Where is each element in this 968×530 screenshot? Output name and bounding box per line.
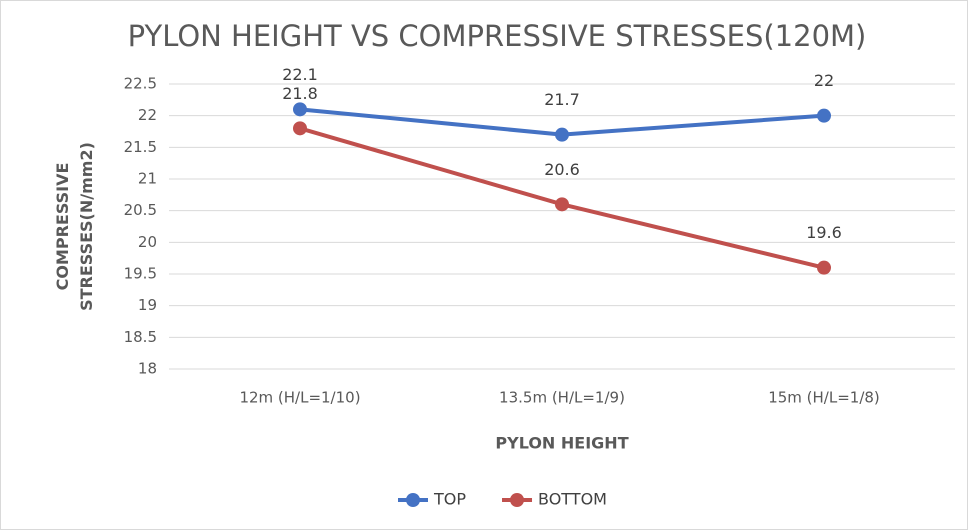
y-axis-title: COMPRESSIVE STRESSES(N/mm2): [53, 142, 96, 311]
data-point: [293, 121, 307, 136]
data-point: [817, 260, 831, 275]
y-tick-label: 18: [138, 360, 157, 378]
data-point: [555, 127, 569, 142]
y-tick-label: 22.5: [124, 75, 157, 93]
data-label: 21.7: [544, 90, 580, 109]
x-tick-label: 12m (H/L=1/10): [239, 389, 360, 407]
data-label: 22.1: [282, 65, 318, 84]
chart-title: PYLON HEIGHT VS COMPRESSIVE STRESSES(120…: [128, 19, 867, 53]
y-tick-label: 19: [138, 296, 157, 314]
y-tick-label: 21: [138, 170, 157, 188]
legend-label: BOTTOM: [538, 490, 607, 509]
data-point: [555, 197, 569, 212]
legend-marker: [510, 493, 525, 507]
y-tick-label: 18.5: [124, 328, 157, 346]
data-label: 19.6: [806, 223, 842, 242]
y-tick-label: 19.5: [124, 265, 157, 283]
y-tick-label: 20: [138, 233, 157, 251]
x-axis-title: PYLON HEIGHT: [495, 434, 628, 453]
data-label: 21.8: [282, 84, 318, 103]
y-tick-label: 20.5: [124, 201, 157, 219]
data-point: [817, 108, 831, 123]
y-tick-label: 21.5: [124, 138, 157, 156]
y-tick-label: 22: [138, 106, 157, 124]
legend-marker: [406, 493, 420, 507]
data-label: 20.6: [544, 160, 580, 179]
data-point: [293, 102, 307, 117]
legend-label: TOP: [433, 490, 466, 509]
x-tick-label: 15m (H/L=1/8): [768, 389, 880, 407]
x-tick-label: 13.5m (H/L=1/9): [499, 389, 625, 407]
data-label: 22: [814, 71, 834, 90]
